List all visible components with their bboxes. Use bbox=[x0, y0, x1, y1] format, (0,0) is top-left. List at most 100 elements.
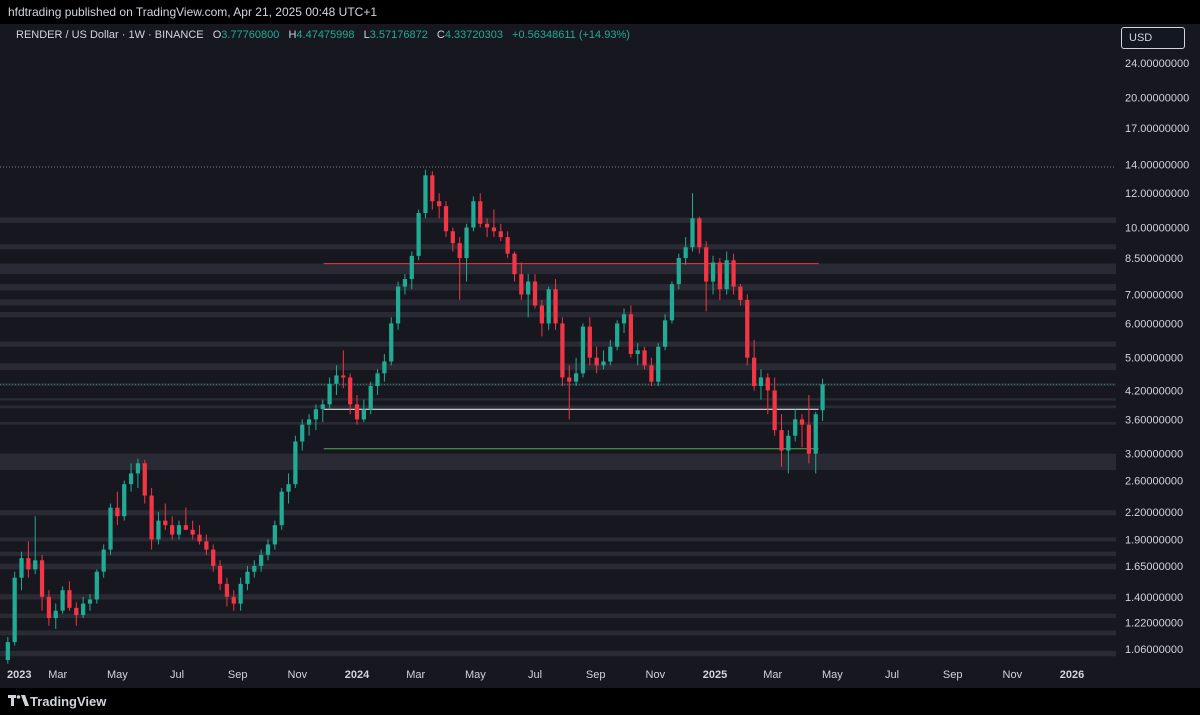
candle-body bbox=[519, 274, 524, 295]
candle-body bbox=[484, 223, 490, 228]
candle-body bbox=[293, 441, 298, 485]
candle-body bbox=[546, 289, 551, 324]
y-tick-label: 3.60000000 bbox=[1125, 414, 1183, 426]
candle-body bbox=[26, 558, 31, 570]
candle-body bbox=[799, 419, 805, 425]
candle-body bbox=[738, 286, 743, 300]
candle-body bbox=[587, 326, 592, 358]
zone-band bbox=[0, 650, 1116, 657]
y-tick-label: 7.00000000 bbox=[1125, 289, 1183, 301]
candle-body bbox=[409, 255, 414, 280]
candle-body bbox=[348, 377, 353, 405]
zone-band bbox=[0, 510, 1116, 516]
candle-body bbox=[375, 373, 380, 387]
candle-body bbox=[539, 305, 544, 324]
symbol-legend: RENDER / US Dollar · 1W · BINANCE O3.777… bbox=[16, 29, 630, 41]
candle-body bbox=[327, 383, 332, 405]
candle-body bbox=[361, 409, 366, 420]
time-axis: 2023 Mar May Jul Sep Nov 2024 Mar May Jul Sep Nov 20… bbox=[7, 669, 1084, 681]
x-tick-label: May bbox=[465, 669, 486, 681]
low-label: L bbox=[363, 29, 370, 41]
close-label: C bbox=[436, 29, 445, 41]
close-value: 4.33720303 bbox=[444, 29, 503, 41]
candle-body bbox=[245, 571, 250, 584]
candle-body bbox=[19, 558, 24, 578]
candle-body bbox=[505, 237, 510, 254]
candle-body bbox=[46, 596, 52, 619]
currency-button[interactable]: USD bbox=[1121, 27, 1185, 49]
candle-body bbox=[334, 375, 339, 384]
zone-band bbox=[0, 284, 1116, 291]
candle-body bbox=[183, 525, 188, 530]
candle-body bbox=[772, 390, 777, 431]
y-tick-label: 20.00000000 bbox=[1125, 92, 1189, 104]
zone-band bbox=[0, 311, 1116, 318]
candle-body bbox=[635, 350, 640, 354]
candle-body bbox=[163, 520, 168, 526]
candle-body bbox=[765, 377, 770, 391]
zone-band bbox=[0, 563, 1116, 570]
x-tick-label: Mar bbox=[48, 669, 67, 681]
candle-body bbox=[272, 525, 277, 545]
low-value: 3.57176872 bbox=[369, 29, 428, 41]
x-tick-label: 2026 bbox=[1060, 669, 1084, 681]
candle-body bbox=[553, 289, 558, 324]
y-tick-label: 1.65000000 bbox=[1125, 561, 1183, 573]
candle-body bbox=[628, 314, 633, 354]
candle-body bbox=[450, 231, 455, 244]
x-tick-label: Nov bbox=[1003, 669, 1023, 681]
x-tick-label: 2025 bbox=[703, 669, 727, 681]
candle-body bbox=[197, 534, 202, 542]
candle-body bbox=[39, 560, 45, 597]
candle-body bbox=[87, 599, 93, 604]
candle-body bbox=[74, 607, 79, 616]
candle-body bbox=[779, 430, 784, 451]
y-tick-label: 1.40000000 bbox=[1125, 592, 1183, 604]
candle-body bbox=[265, 544, 271, 555]
publisher-bar: hfdtrading published on TradingView.com,… bbox=[0, 0, 1200, 24]
y-tick-label: 1.22000000 bbox=[1125, 618, 1183, 630]
tradingview-logo-icon[interactable] bbox=[8, 695, 30, 707]
candle-body bbox=[594, 357, 599, 366]
x-tick-label: Mar bbox=[406, 669, 425, 681]
candle-body bbox=[149, 495, 154, 540]
y-tick-label: 3.00000000 bbox=[1125, 449, 1183, 461]
candle-body bbox=[313, 409, 319, 420]
candle-body bbox=[252, 565, 257, 572]
zone-band bbox=[0, 299, 1116, 306]
price-chart[interactable]: 24.00000000 20.00000000 17.00000000 14.0000… bbox=[0, 0, 1200, 688]
chart-frame[interactable] bbox=[0, 24, 1200, 688]
y-tick-label: 14.00000000 bbox=[1125, 159, 1189, 171]
x-tick-label: Nov bbox=[646, 669, 666, 681]
candle-body bbox=[115, 507, 120, 517]
candle-body bbox=[306, 419, 312, 425]
candle-body bbox=[5, 642, 10, 660]
candle-body bbox=[758, 377, 764, 387]
candle-body bbox=[135, 463, 141, 474]
candle-body bbox=[683, 247, 688, 259]
y-tick-label: 4.20000000 bbox=[1125, 385, 1183, 397]
candle-body bbox=[621, 314, 627, 324]
candle-body bbox=[81, 603, 86, 616]
zone-band bbox=[0, 341, 1116, 347]
candle-body bbox=[656, 346, 661, 382]
horizontal-lines bbox=[0, 166, 1116, 450]
candle-body bbox=[300, 424, 305, 442]
y-tick-label: 17.00000000 bbox=[1125, 123, 1189, 135]
zone-band bbox=[0, 405, 1116, 409]
zone-band bbox=[0, 217, 1116, 223]
high-value: 4.47475998 bbox=[296, 29, 355, 41]
candle-body bbox=[176, 525, 182, 535]
zone-band bbox=[0, 630, 1116, 636]
candle-body bbox=[526, 281, 531, 295]
candle-body bbox=[478, 201, 483, 224]
candle-body bbox=[204, 541, 209, 550]
zone-band bbox=[0, 613, 1116, 619]
candle-body bbox=[560, 323, 565, 378]
candlestick-series bbox=[5, 169, 825, 664]
high-label: H bbox=[288, 29, 297, 41]
candle-body bbox=[430, 175, 435, 202]
candle-body bbox=[142, 463, 147, 496]
candle-body bbox=[724, 260, 729, 290]
candle-body bbox=[615, 323, 620, 347]
